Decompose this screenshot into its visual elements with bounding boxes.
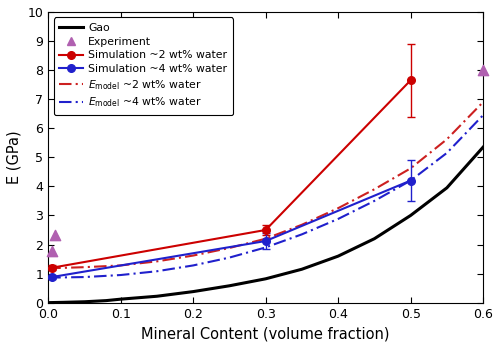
Point	[52, 232, 60, 238]
Point	[479, 67, 487, 72]
Gao	[118, 297, 124, 301]
Point	[48, 248, 56, 254]
Gao	[408, 213, 414, 218]
Gao	[372, 237, 378, 241]
X-axis label: Mineral Content (volume fraction): Mineral Content (volume fraction)	[142, 326, 390, 341]
Gao	[190, 290, 196, 294]
Gao	[45, 301, 51, 305]
Gao	[299, 267, 305, 271]
Gao	[60, 300, 66, 304]
Gao	[82, 300, 87, 304]
Line: Gao: Gao	[48, 147, 483, 303]
Gao	[262, 277, 268, 281]
Gao	[444, 186, 450, 190]
Y-axis label: E (GPa): E (GPa)	[7, 130, 22, 184]
Legend: Gao, Experiment, Simulation ~2 wt% water, Simulation ~4 wt% water, $E_{\mathregu: Gao, Experiment, Simulation ~2 wt% water…	[54, 17, 233, 115]
Gao	[103, 299, 109, 303]
Gao	[226, 284, 232, 288]
Gao	[335, 254, 341, 258]
Gao	[480, 145, 486, 149]
Gao	[154, 294, 160, 298]
